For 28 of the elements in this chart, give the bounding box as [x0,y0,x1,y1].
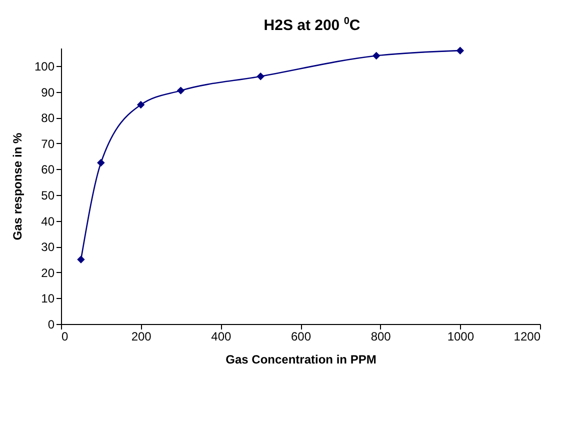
x-tick-label: 400 [211,330,232,344]
point [456,46,464,54]
y-tick-label: 60 [41,162,55,177]
y-tick-label: 70 [41,136,55,151]
x-tick-label: 1000 [447,330,474,344]
y-tick-label: 0 [48,318,55,332]
point [97,158,105,167]
y-tick-label: 90 [41,85,55,100]
point [136,100,145,109]
x-tick-label: 800 [370,330,392,344]
y-tick-label: 20 [41,266,55,280]
point [176,86,185,94]
x-tick-label: 200 [131,330,152,344]
chart-title: H2S at 200 $^{0}$C [262,15,362,36]
y-tick-label: 100 [34,60,55,74]
x-tick-label: 1200 [514,330,541,344]
point [77,256,85,264]
y-tick-label: 80 [41,111,55,126]
point [256,72,264,80]
y-tick-label: 40 [41,214,55,228]
x-axis-title: Gas Concentration in PPM [226,352,376,366]
point [372,52,380,60]
y-tick-label: 50 [41,188,55,203]
x-tick-label: 600 [290,330,312,344]
y-axis-title: Gas response in % [10,132,24,240]
y-tick-label: 10 [41,292,55,306]
x-tick-label: 0 [62,330,68,344]
y-tick-label: 30 [41,240,55,254]
